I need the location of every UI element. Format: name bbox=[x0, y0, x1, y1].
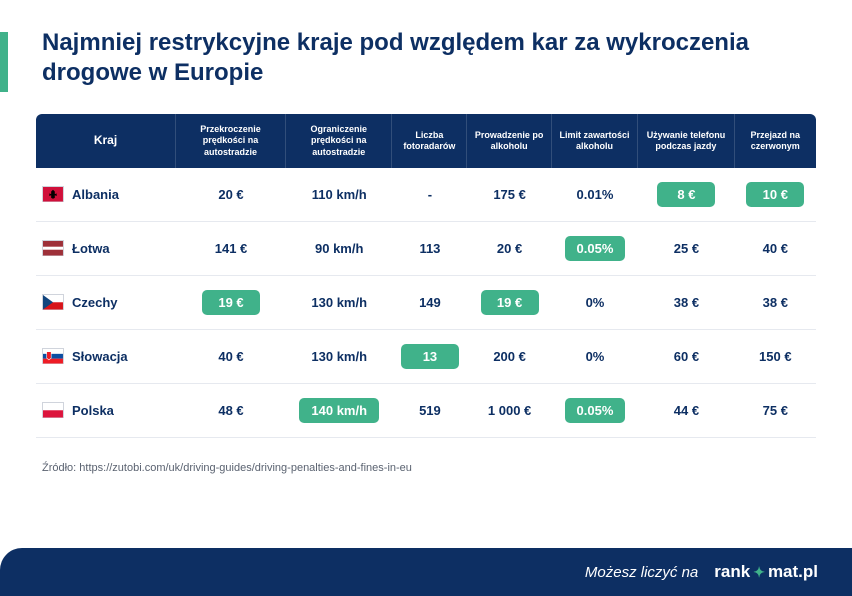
value-cell: - bbox=[392, 168, 467, 222]
value-cell: 8 € bbox=[638, 168, 734, 222]
value-cell: 60 € bbox=[638, 330, 734, 384]
value-cell: 113 bbox=[392, 222, 467, 276]
value-cell: 48 € bbox=[176, 384, 286, 438]
table-header-row: KrajPrzekroczenie prędkości na autostrad… bbox=[36, 114, 816, 168]
highlight-badge: 140 km/h bbox=[299, 398, 379, 423]
country-cell: Polska bbox=[36, 384, 176, 438]
brand-post: mat.pl bbox=[768, 562, 818, 582]
value-cell: 130 km/h bbox=[286, 330, 392, 384]
country-name: Czechy bbox=[72, 295, 118, 310]
table-body: Albania20 €110 km/h-175 €0.01%8 €10 €Łot… bbox=[36, 168, 816, 438]
col-header: Prowadzenie po alkoholu bbox=[467, 114, 551, 168]
country-cell: Albania bbox=[36, 168, 176, 222]
value-cell: 0.05% bbox=[552, 222, 639, 276]
value-cell: 0.01% bbox=[552, 168, 639, 222]
country-cell: Czechy bbox=[36, 276, 176, 330]
value-cell: 0% bbox=[552, 276, 639, 330]
footer-bar: Możesz liczyć na rank✦mat.pl bbox=[0, 548, 852, 596]
value-cell: 1 000 € bbox=[467, 384, 551, 438]
brand-pre: rank bbox=[714, 562, 750, 582]
table-row: Albania 20 €110 km/h-175 €0.01% 8 € 10 € bbox=[36, 168, 816, 222]
country-name: Albania bbox=[72, 187, 119, 202]
country-name: Łotwa bbox=[72, 241, 110, 256]
title-accent-bar bbox=[0, 32, 8, 92]
compass-icon: ✦ bbox=[752, 564, 766, 581]
value-cell: 0.05% bbox=[552, 384, 639, 438]
value-cell: 19 € bbox=[176, 276, 286, 330]
flag-icon bbox=[42, 240, 64, 256]
highlight-badge: 19 € bbox=[202, 290, 260, 315]
table-row: Łotwa 141 €90 km/h11320 € 0.05% 25 €40 € bbox=[36, 222, 816, 276]
infographic-container: Najmniej restrykcyjne kraje pod względem… bbox=[0, 0, 852, 596]
highlight-badge: 10 € bbox=[746, 182, 804, 207]
col-header: Liczba fotoradarów bbox=[392, 114, 467, 168]
highlight-badge: 8 € bbox=[657, 182, 715, 207]
value-cell: 200 € bbox=[467, 330, 551, 384]
country-cell: Łotwa bbox=[36, 222, 176, 276]
col-header: Używanie telefonu podczas jazdy bbox=[638, 114, 734, 168]
footer-tagline: Możesz liczyć na bbox=[585, 564, 698, 581]
value-cell: 25 € bbox=[638, 222, 734, 276]
highlight-badge: 0.05% bbox=[565, 398, 626, 423]
brand-logo: rank✦mat.pl bbox=[714, 562, 818, 582]
fines-table: KrajPrzekroczenie prędkości na autostrad… bbox=[36, 114, 816, 438]
col-header: Przekroczenie prędkości na autostradzie bbox=[176, 114, 286, 168]
value-cell: 40 € bbox=[176, 330, 286, 384]
col-header: Przejazd na czerwonym bbox=[735, 114, 816, 168]
highlight-badge: 0.05% bbox=[565, 236, 626, 261]
flag-icon bbox=[42, 348, 64, 364]
flag-icon bbox=[42, 294, 64, 310]
highlight-badge: 13 bbox=[401, 344, 459, 369]
value-cell: 90 km/h bbox=[286, 222, 392, 276]
source-text: Źródło: https://zutobi.com/uk/driving-gu… bbox=[42, 462, 816, 474]
country-name: Słowacja bbox=[72, 349, 128, 364]
value-cell: 44 € bbox=[638, 384, 734, 438]
value-cell: 140 km/h bbox=[286, 384, 392, 438]
value-cell: 75 € bbox=[735, 384, 816, 438]
value-cell: 40 € bbox=[735, 222, 816, 276]
col-header: Limit zawartości alkoholu bbox=[552, 114, 639, 168]
value-cell: 149 bbox=[392, 276, 467, 330]
value-cell: 110 km/h bbox=[286, 168, 392, 222]
value-cell: 10 € bbox=[735, 168, 816, 222]
value-cell: 519 bbox=[392, 384, 467, 438]
value-cell: 19 € bbox=[467, 276, 551, 330]
col-header: Kraj bbox=[36, 114, 176, 168]
value-cell: 141 € bbox=[176, 222, 286, 276]
col-header: Ograniczenie prędkości na autostradzie bbox=[286, 114, 392, 168]
value-cell: 0% bbox=[552, 330, 639, 384]
page-title: Najmniej restrykcyjne kraje pod względem… bbox=[42, 28, 816, 88]
value-cell: 175 € bbox=[467, 168, 551, 222]
table-row: Czechy19 €130 km/h14919 €0%38 €38 € bbox=[36, 276, 816, 330]
value-cell: 150 € bbox=[735, 330, 816, 384]
flag-icon bbox=[42, 402, 64, 418]
country-cell: Słowacja bbox=[36, 330, 176, 384]
highlight-badge: 19 € bbox=[481, 290, 539, 315]
country-name: Polska bbox=[72, 403, 114, 418]
value-cell: 13 bbox=[392, 330, 467, 384]
flag-icon bbox=[42, 186, 64, 202]
value-cell: 38 € bbox=[638, 276, 734, 330]
table-row: Polska 48 € 140 km/h 5191 000 € 0.05% 44 €75 … bbox=[36, 384, 816, 438]
table-row: Słowacja 40 €130 km/h 13 200 €0%60 €150 € bbox=[36, 330, 816, 384]
value-cell: 20 € bbox=[176, 168, 286, 222]
value-cell: 38 € bbox=[735, 276, 816, 330]
value-cell: 130 km/h bbox=[286, 276, 392, 330]
value-cell: 20 € bbox=[467, 222, 551, 276]
